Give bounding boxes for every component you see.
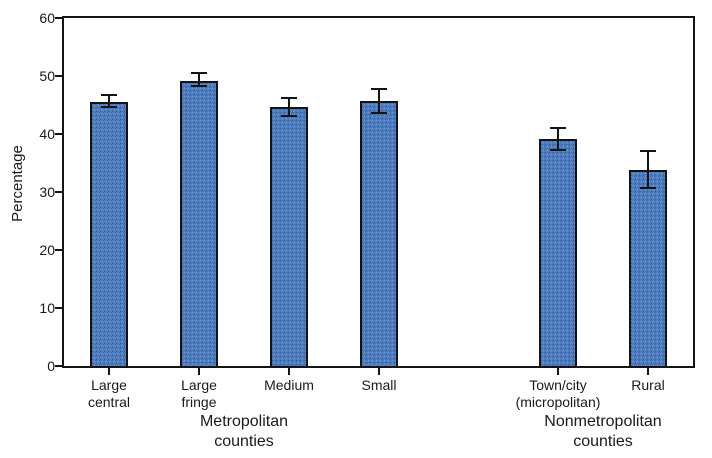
- category-label-large-central: Large central: [87, 377, 131, 410]
- bar-large-fringe: [180, 81, 218, 366]
- x-tick-medium: [288, 368, 290, 375]
- category-label-small: Small: [361, 377, 397, 393]
- error-bar-cap-bottom-medium: [281, 115, 297, 117]
- y-tick-40: [55, 133, 62, 135]
- error-bar-rural: [647, 151, 649, 188]
- error-bar-cap-top-medium: [281, 97, 297, 99]
- category-label-rural: Rural: [631, 377, 665, 393]
- error-bar-cap-top-large-fringe: [191, 72, 207, 74]
- error-bar-cap-bottom-town-city-micropolitan: [550, 149, 566, 151]
- x-tick-rural: [647, 368, 649, 375]
- y-tick-label-60: 60: [39, 10, 55, 26]
- error-bar-small: [378, 89, 380, 113]
- y-axis-title: Percentage: [8, 144, 26, 222]
- bar-rural: [629, 170, 667, 366]
- plot-area: 0 10 20 30 40 50 60 Large central Large fringe Me…: [39, 11, 695, 450]
- y-tick-20: [55, 249, 62, 251]
- y-tick-label-40: 40: [39, 126, 55, 142]
- error-bar-large-fringe: [198, 73, 200, 86]
- y-tick-10: [55, 307, 62, 309]
- bar-town-city-micropolitan: [539, 139, 577, 366]
- group-label-nonmetropolitan-counties: Nonmetropolitan counties: [544, 413, 662, 450]
- error-bar-cap-bottom-rural: [640, 187, 656, 189]
- y-tick-label-0: 0: [47, 358, 55, 374]
- category-label-medium: Medium: [264, 377, 314, 393]
- x-tick-town-city-micropolitan: [557, 368, 559, 375]
- bar-small: [360, 101, 398, 366]
- y-tick-label-10: 10: [39, 300, 55, 316]
- bar-medium: [270, 107, 308, 366]
- y-axis-title-box: Percentage: [2, 103, 32, 263]
- y-tick-label-20: 20: [39, 242, 55, 258]
- error-bar-cap-top-rural: [640, 150, 656, 152]
- x-tick-large-central: [108, 368, 110, 375]
- y-tick-50: [55, 75, 62, 77]
- bar-large-central: [90, 102, 128, 366]
- group-label-metropolitan-counties: Metropolitan counties: [199, 413, 289, 450]
- error-bar-cap-top-town-city-micropolitan: [550, 127, 566, 129]
- error-bar-cap-bottom-small: [371, 112, 387, 114]
- y-tick-label-30: 30: [39, 184, 55, 200]
- y-tick-30: [55, 191, 62, 193]
- category-label-town-city-micropolitan: Town/city (micropolitan): [515, 377, 601, 410]
- error-bar-cap-bottom-large-central: [101, 106, 117, 108]
- category-label-large-fringe: Large fringe: [181, 377, 217, 410]
- y-tick-0: [55, 365, 62, 367]
- x-tick-large-fringe: [198, 368, 200, 375]
- error-bar-town-city-micropolitan: [557, 128, 559, 150]
- error-bar-cap-bottom-large-fringe: [191, 85, 207, 87]
- error-bar-cap-top-small: [371, 88, 387, 90]
- y-tick-60: [55, 17, 62, 19]
- error-bar-cap-top-large-central: [101, 94, 117, 96]
- y-tick-label-50: 50: [39, 68, 55, 84]
- error-bar-medium: [288, 98, 290, 116]
- error-bar-large-central: [108, 95, 110, 107]
- x-tick-small: [378, 368, 380, 375]
